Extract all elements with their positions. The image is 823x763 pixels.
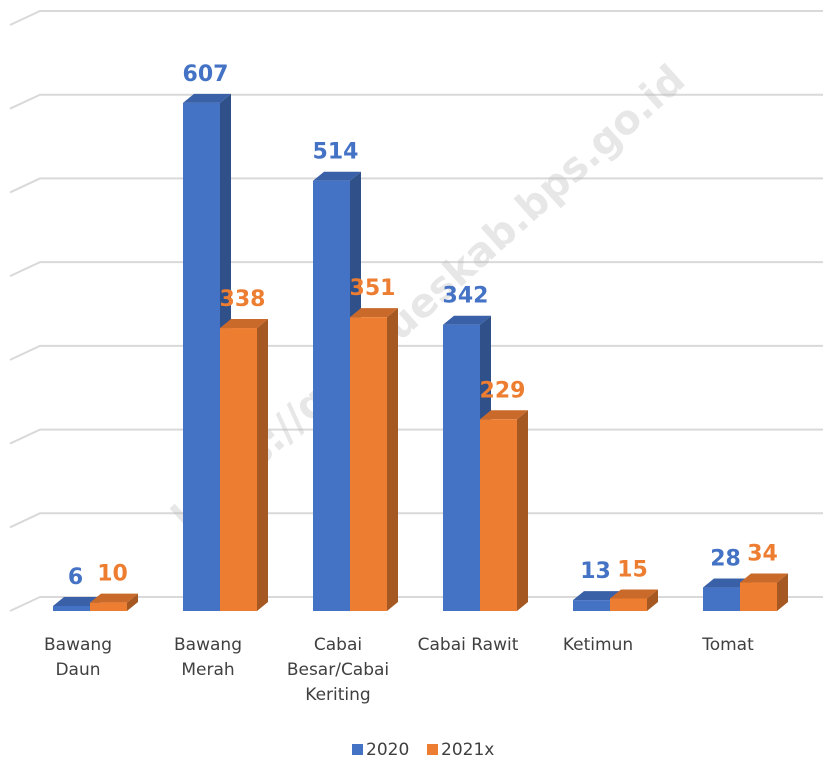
x-tick-label: Cabai Rawit	[417, 635, 519, 655]
bar	[90, 602, 127, 611]
bar-top	[350, 308, 398, 318]
legend-label: 2020	[366, 740, 409, 760]
bar	[610, 598, 647, 611]
bar	[480, 419, 517, 611]
bar-top	[480, 410, 528, 420]
bar	[313, 180, 350, 612]
x-tick-label: Cabai Besar/Cabai Keriting	[286, 635, 390, 705]
bar	[740, 582, 777, 611]
grid-line	[9, 596, 823, 612]
bar	[443, 324, 480, 611]
bar	[573, 600, 610, 611]
value-label: 15	[617, 557, 648, 582]
bar-side	[517, 410, 528, 611]
value-label: 229	[480, 378, 526, 403]
bar-side	[257, 319, 268, 611]
grid-line	[9, 177, 823, 194]
grid-line	[9, 344, 823, 361]
grid-line	[9, 428, 823, 445]
bar-top	[183, 93, 231, 103]
bar-side	[777, 573, 788, 611]
value-label: 13	[580, 559, 611, 584]
bar-side	[647, 589, 658, 611]
x-tick-label: Tomat	[702, 635, 754, 655]
bar	[220, 328, 257, 611]
bar	[53, 605, 90, 611]
bar-top	[610, 589, 658, 599]
grid-line	[9, 10, 823, 26]
bar-top	[740, 573, 788, 583]
x-tick-label: Bawang Daun	[44, 635, 112, 680]
value-label: 514	[313, 140, 359, 165]
value-label: 607	[183, 62, 229, 87]
bar-top	[703, 578, 751, 588]
legend-swatch	[427, 744, 438, 755]
value-label: 6	[68, 565, 83, 590]
value-label: 34	[747, 542, 778, 567]
bar-side	[127, 593, 138, 611]
x-tick-label: Bawang Merah	[174, 635, 242, 680]
bar-top	[220, 319, 268, 329]
value-label: 351	[350, 276, 396, 301]
value-label: 342	[443, 284, 489, 309]
legend-label: 2021x	[441, 740, 494, 760]
bar-top	[53, 596, 101, 606]
legend-swatch	[352, 744, 363, 755]
grid-line	[9, 512, 823, 529]
bar-top	[313, 171, 361, 181]
value-label: 338	[220, 287, 266, 312]
grid-line	[9, 261, 823, 278]
value-label: 28	[710, 547, 741, 572]
bar	[183, 102, 220, 612]
bar-top	[90, 593, 138, 603]
bar-side	[387, 308, 398, 611]
bar-top	[443, 315, 491, 325]
bar-top	[573, 591, 621, 601]
bar	[350, 317, 387, 611]
x-tick-label: Ketimun	[562, 635, 634, 655]
bar	[703, 587, 740, 611]
grid-line	[9, 93, 823, 110]
value-label: 10	[97, 562, 128, 587]
